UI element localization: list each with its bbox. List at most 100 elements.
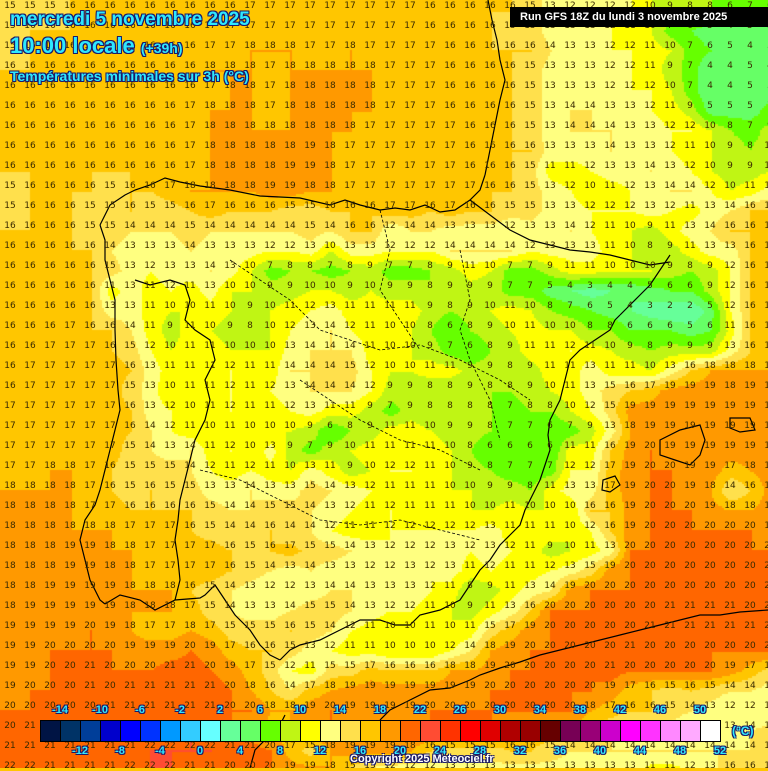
temperature-value: 15 — [304, 201, 316, 211]
temperature-value: 16 — [224, 1, 236, 11]
temperature-value: 20 — [24, 701, 36, 711]
temperature-value: 15 — [524, 101, 536, 111]
temperature-value: 9 — [447, 421, 453, 431]
temperature-value: 18 — [344, 101, 356, 111]
temperature-value: 20 — [544, 641, 556, 651]
temperature-value: 14 — [484, 241, 496, 251]
legend-label-bottom: 12 — [313, 745, 327, 757]
temperature-value: 13 — [544, 241, 556, 251]
temperature-value: 14 — [184, 241, 196, 251]
temperature-value: 16 — [104, 341, 116, 351]
temperature-value: 6 — [327, 421, 333, 431]
temperature-value: 19 — [744, 421, 756, 431]
temperature-value: 16 — [64, 81, 76, 91]
temperature-value: 17 — [424, 41, 436, 51]
legend-swatch — [541, 721, 561, 741]
temperature-value: 16 — [744, 221, 756, 231]
temperature-value: 16 — [744, 481, 756, 491]
temperature-value: 14 — [564, 741, 576, 751]
temperature-value: 20 — [124, 661, 136, 671]
temperature-value: 19 — [704, 441, 716, 451]
temperature-value: 21 — [204, 681, 216, 691]
temperature-value: 16 — [124, 1, 136, 11]
temperature-value: 18 — [764, 341, 768, 351]
temperature-value: 12 — [624, 61, 636, 71]
temperature-value: 13 — [364, 241, 376, 251]
temperature-value: 17 — [764, 221, 768, 231]
temperature-value: 16 — [264, 201, 276, 211]
temperature-value: 10 — [504, 321, 516, 331]
temperature-value: 10 — [404, 641, 416, 651]
temperature-value: 20 — [84, 621, 96, 631]
temperature-value: 13 — [264, 481, 276, 491]
temperature-value: 10 — [544, 381, 556, 391]
temperature-value: 18 — [124, 561, 136, 571]
temperature-value: 20 — [724, 641, 736, 651]
temperature-value: 16 — [484, 21, 496, 31]
temperature-value: 14 — [724, 201, 736, 211]
temperature-value: 17 — [364, 181, 376, 191]
temperature-value: 20 — [584, 601, 596, 611]
temperature-value: 19 — [604, 681, 616, 691]
temperature-value: 18 — [104, 561, 116, 571]
temperature-value: 12 — [164, 421, 176, 431]
temperature-value: 11 — [344, 301, 356, 311]
temperature-value: 21 — [184, 681, 196, 691]
temperature-value: 14 — [724, 481, 736, 491]
temperature-value: 13 — [524, 761, 536, 771]
temperature-value: 11 — [484, 601, 496, 611]
temperature-value: 16 — [4, 101, 16, 111]
temperature-value: 22 — [164, 761, 176, 771]
temperature-value: 16 — [104, 81, 116, 91]
temperature-value: 5 — [707, 101, 713, 111]
temperature-value: 19 — [504, 641, 516, 651]
temperature-value: 20 — [644, 501, 656, 511]
temperature-value: 15 — [704, 681, 716, 691]
temperature-value: 16 — [464, 101, 476, 111]
temperature-value: 10 — [644, 261, 656, 271]
temperature-value: 17 — [284, 741, 296, 751]
temperature-value: 17 — [104, 441, 116, 451]
temperature-value: 9 — [387, 281, 393, 291]
temperature-value: 18 — [124, 601, 136, 611]
temperature-value: 11 — [404, 481, 416, 491]
temperature-value: 20 — [564, 661, 576, 671]
temperature-value: 15 — [484, 621, 496, 631]
temperature-value: 13 — [564, 241, 576, 251]
temperature-value: 14 — [564, 221, 576, 231]
temperature-value: 18 — [304, 61, 316, 71]
temperature-value: 13 — [124, 261, 136, 271]
temperature-value: 17 — [164, 621, 176, 631]
temperature-value: 12 — [464, 541, 476, 551]
temperature-value: 12 — [344, 501, 356, 511]
temperature-value: 16 — [64, 301, 76, 311]
temperature-value: 10 — [324, 241, 336, 251]
temperature-value: 7 — [407, 261, 413, 271]
temperature-value: 16 — [104, 321, 116, 331]
temperature-value: 19 — [344, 701, 356, 711]
temperature-value: 12 — [664, 121, 676, 131]
temperature-value: 20 — [84, 701, 96, 711]
temperature-value: 11 — [644, 761, 656, 771]
temperature-value: 20 — [724, 541, 736, 551]
temperature-value: 14 — [564, 121, 576, 131]
temperature-value: 14 — [684, 701, 696, 711]
temperature-value: 15 — [304, 221, 316, 231]
temperature-value: 15 — [764, 661, 768, 671]
temperature-value: 18 — [124, 581, 136, 591]
temperature-value: 16 — [64, 141, 76, 151]
legend-swatch — [621, 721, 641, 741]
temperature-value: 5 — [727, 41, 733, 51]
temperature-value: 18 — [324, 121, 336, 131]
temperature-value: 13 — [584, 761, 596, 771]
temperature-value: 14 — [644, 741, 656, 751]
temperature-value: 12 — [564, 1, 576, 11]
temperature-value: 20 — [684, 541, 696, 551]
temperature-value: 18 — [724, 381, 736, 391]
temperature-value: 19 — [384, 681, 396, 691]
temperature-value: 16 — [4, 241, 16, 251]
temperature-value: 12 — [224, 401, 236, 411]
temperature-value: 17 — [384, 81, 396, 91]
temperature-value: 12 — [224, 361, 236, 371]
